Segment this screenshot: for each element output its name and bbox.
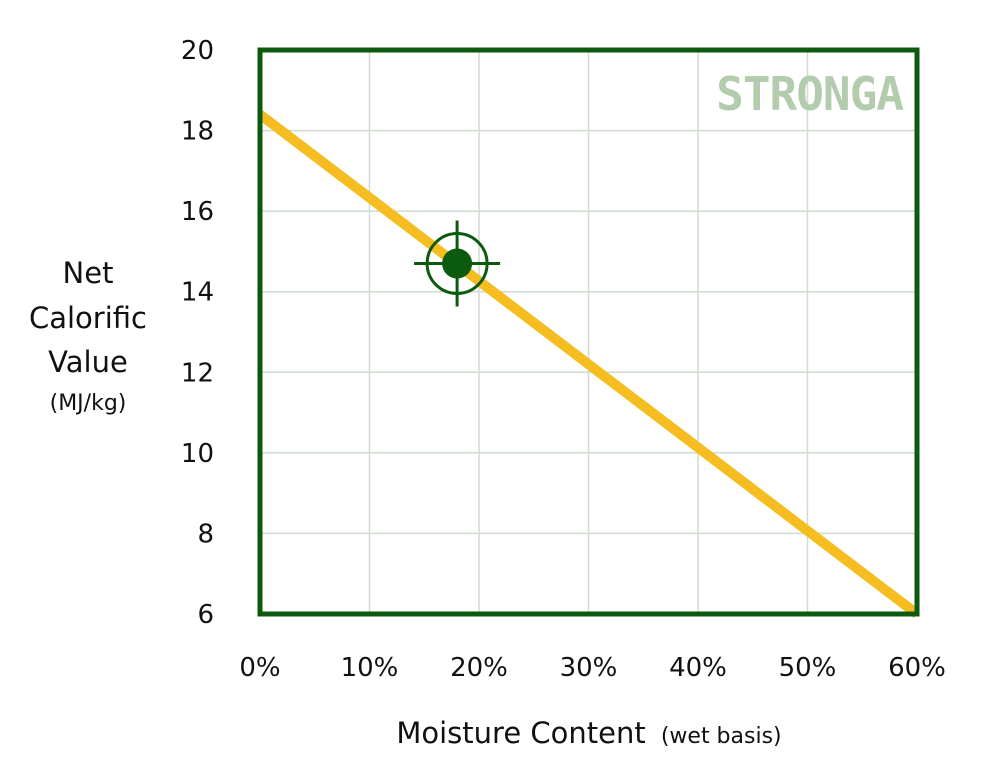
y-tick-label-7: 20	[181, 36, 214, 66]
highlight-marker	[414, 220, 501, 307]
x-tick-label-0: 0%	[239, 653, 280, 683]
y-tick-label-1: 8	[197, 519, 214, 549]
x-tick-label-5: 50%	[779, 653, 837, 683]
y-axis-unit: (MJ/kg)	[50, 391, 127, 416]
y-axis-label-line-2: Calorific	[29, 301, 147, 335]
x-tick-label-2: 20%	[450, 653, 508, 683]
x-tick-labels: 0% 10% 20% 30% 40% 50% 60%	[239, 653, 946, 683]
plot-frame	[257, 47, 920, 617]
x-axis-label: Moisture Content (wet basis)	[396, 716, 781, 750]
series-line-0	[256, 110, 921, 618]
y-tick-label-2: 10	[181, 439, 214, 469]
x-tick-label-3: 30%	[560, 653, 618, 683]
y-tick-label-4: 14	[181, 278, 214, 308]
y-tick-labels: 6 8 10 12 14 16 18 20	[181, 36, 214, 630]
x-tick-label-1: 10%	[341, 653, 399, 683]
marker-dot	[442, 248, 473, 279]
y-tick-label-0: 6	[197, 600, 214, 630]
grid-lines	[259, 49, 918, 615]
y-axis-label-line-1: Net	[63, 256, 114, 290]
x-axis-label-qualifier: (wet basis)	[661, 724, 782, 749]
brand-watermark: STRONGA	[716, 67, 903, 121]
x-tick-label-4: 40%	[669, 653, 727, 683]
x-axis-label-main: Moisture Content	[396, 716, 645, 750]
y-axis-label: Net Calorific Value (MJ/kg)	[29, 256, 147, 416]
y-tick-label-5: 16	[181, 197, 214, 227]
y-tick-label-3: 12	[181, 358, 214, 388]
x-tick-label-6: 60%	[888, 653, 946, 683]
series-layer	[256, 110, 921, 618]
y-tick-label-6: 18	[181, 117, 214, 147]
y-axis-label-line-3: Value	[48, 345, 128, 379]
